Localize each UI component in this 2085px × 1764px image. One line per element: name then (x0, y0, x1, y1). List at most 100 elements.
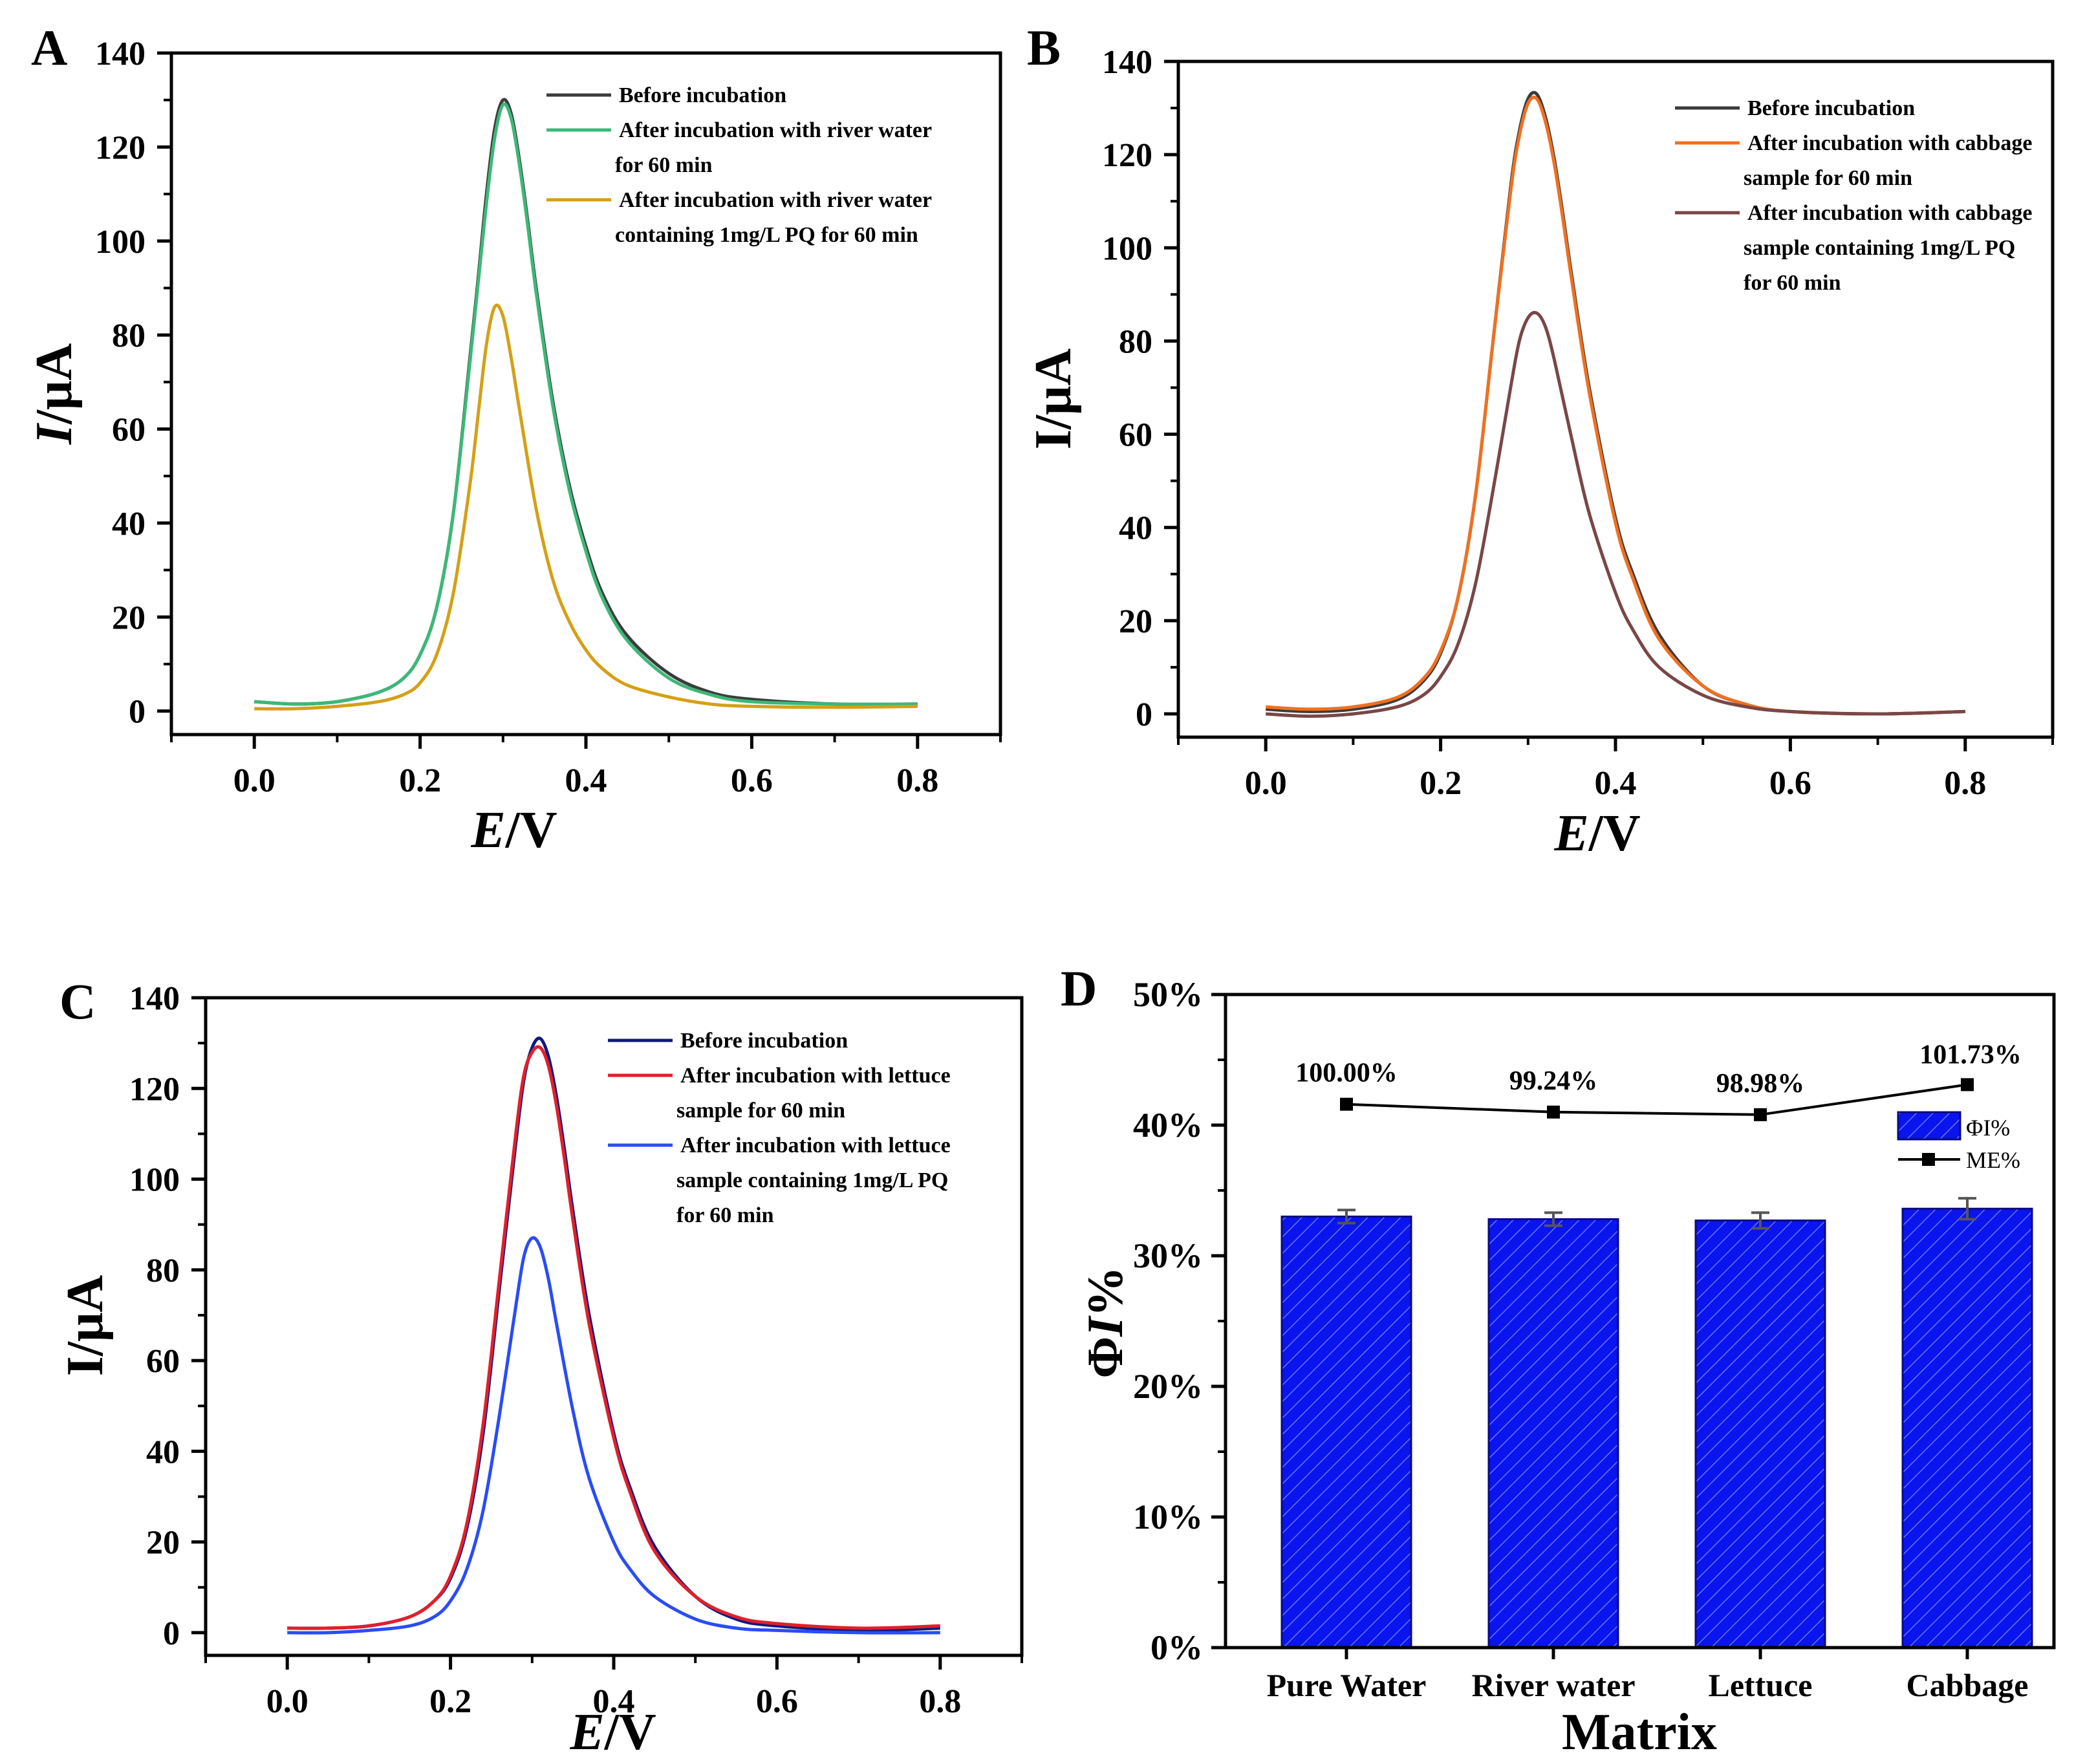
panel-a-series-3-line (254, 303, 918, 711)
panel-c-ytick-label: 100 (129, 1162, 180, 1199)
panel-c-ylabel-unit: I/μA (57, 1275, 114, 1377)
panel-c-legend-label: After incubation with lettuce (680, 1064, 951, 1088)
panel-c-ytick-label: 0 (163, 1615, 180, 1652)
panel-d-me-line (1346, 1083, 1968, 1116)
panel-c-ytick-label: 40 (146, 1434, 180, 1470)
panel-d-ytick-label: 40% (1133, 1106, 1203, 1145)
panel-d-xtick-label: River water (1471, 1667, 1635, 1703)
panel-b-ytick-label: 80 (1119, 323, 1152, 360)
panel-d-bar-chart: 100.00% 99.24% 98.98% 101.73% 0% 10% 20% 30% 40%… (1077, 975, 2056, 1761)
panel-c-ytick-label: 120 (129, 1071, 180, 1108)
panel-d-me-label: 100.00% (1295, 1059, 1398, 1088)
panel-b-ylabel-unit: I/μA (1025, 349, 1082, 450)
panel-c-ytick-label: 80 (146, 1253, 180, 1289)
panel-b-legend-label: for 60 min (1744, 271, 1841, 295)
panel-b-ytick-label: 0 (1136, 696, 1152, 733)
panel-d-xlabel: Matrix (1562, 1704, 1717, 1761)
panel-a-axes-frame (169, 51, 1002, 737)
panel-d-me-point (1547, 1105, 1560, 1119)
panel-letter-d: D (1061, 960, 1097, 1016)
panel-a-ylabel: I/μA (26, 343, 83, 446)
panel-b-legend-label: Before incubation (1747, 96, 1915, 120)
panel-a-ytick-label: 20 (112, 599, 146, 636)
panel-b-ytick-label: 120 (1102, 137, 1152, 174)
panel-d-legend-line-label: ME% (1966, 1147, 2020, 1173)
panel-c-ylabel: I/μA (57, 1275, 114, 1377)
panel-c-legend-label: After incubation with lettuce (680, 1134, 951, 1157)
panel-b-xtick-label: 0.8 (1944, 765, 1986, 802)
panel-d-ytick-label: 20% (1133, 1367, 1203, 1406)
panel-c-xtick-label: 0.2 (429, 1683, 471, 1720)
panel-b-ytick-label: 100 (1102, 230, 1152, 267)
panel-a-ytick-label: 80 (112, 317, 146, 354)
panel-d-me-label: 101.73% (1919, 1040, 2022, 1070)
panel-b-ytick-label: 20 (1119, 603, 1152, 640)
panel-c-xtick-label: 0.0 (266, 1683, 308, 1720)
panel-c-xtick-label: 0.4 (593, 1683, 635, 1720)
panel-c-legend-label: sample for 60 min (676, 1099, 845, 1123)
panel-d-me-label: 98.98% (1716, 1069, 1805, 1099)
panel-d-bar-4 (1901, 1207, 2033, 1649)
panel-a-series-2-line (254, 102, 918, 706)
panel-b-axes-frame (1176, 59, 2055, 739)
panel-c-voltammogram: 0.0 0.2 0.4 0.6 0.8 0 20 40 60 80 100 120 140 E/V I/μA… (57, 980, 1024, 1761)
panel-d-xtick-label: Cabbage (1907, 1667, 2029, 1703)
panel-c-axes-frame (204, 996, 1024, 1657)
panel-d-legend-line-marker (1922, 1153, 1935, 1166)
panel-b-series-2-line (1266, 95, 1965, 716)
panel-d-me-point (1961, 1078, 1974, 1092)
panel-letter-c: C (59, 973, 96, 1029)
panel-d-bar-1 (1280, 1215, 1412, 1649)
panel-d-ylabel-unit: % (1077, 1266, 1133, 1317)
panel-b-xlabel-symbol: E (1553, 805, 1588, 862)
panel-b-legend-label: sample for 60 min (1744, 166, 1912, 190)
panel-a-legend-label: for 60 min (615, 153, 713, 177)
panel-a-xtick-label: 0.6 (731, 762, 773, 799)
panel-a-xtick-label: 0.4 (565, 762, 607, 799)
panel-c-legend-label: for 60 min (676, 1203, 774, 1227)
panel-a-xtick-label: 0.0 (233, 762, 275, 799)
panel-a-xlabel-symbol: E (470, 802, 505, 859)
panel-c-ytick-label: 140 (129, 980, 180, 1017)
panel-a-ytick-label: 40 (112, 506, 146, 543)
panel-d-ylabel-greek: Φ (1077, 1337, 1133, 1379)
panel-b-legend-label: After incubation with cabbage (1747, 201, 2032, 225)
panel-b-xtick-label: 0.2 (1420, 765, 1462, 802)
panel-d-ytick-label: 0% (1151, 1628, 1203, 1667)
panel-b-legend-label: sample containing 1mg/L PQ (1744, 236, 2015, 260)
panel-b-xtick-label: 0.4 (1595, 765, 1637, 802)
panel-b-voltammogram: 0.0 0.2 0.4 0.6 0.8 0 20 40 60 80 100 120 140 E/V I/μA… (1025, 44, 2055, 862)
panel-d-me-point (1754, 1108, 1767, 1121)
panel-b-xlabel: E/V (1553, 805, 1640, 862)
panel-d-ytick-label: 50% (1133, 975, 1203, 1014)
panel-a-ytick-label: 60 (112, 412, 146, 449)
panel-b-xtick-label: 0.6 (1769, 765, 1811, 802)
panel-c-xlabel-symbol: E (569, 1704, 604, 1761)
panel-b-ytick-label: 140 (1102, 44, 1152, 81)
panel-c-ytick-label: 20 (146, 1525, 180, 1562)
panel-b-ylabel: I/μA (1025, 349, 1082, 450)
panel-c-xlabel: E/V (569, 1704, 656, 1761)
panel-a-ytick-label: 140 (95, 36, 146, 72)
panel-b-legend-label: After incubation with cabbage (1747, 131, 2032, 155)
panel-d-bar-3 (1694, 1219, 1826, 1649)
panel-a-legend-label: After incubation with river water (619, 188, 932, 212)
panel-d-legend-bar-label: ΦI% (1966, 1115, 2010, 1141)
panel-d-me-label: 99.24% (1509, 1066, 1598, 1096)
panel-letter-a: A (31, 19, 67, 76)
panel-a-xtick-label: 0.8 (896, 762, 938, 799)
panel-a-legend-label: containing 1mg/L PQ for 60 min (615, 223, 918, 247)
panel-b-ytick-label: 40 (1119, 510, 1152, 547)
panel-d-ylabel-symbol: I (1077, 1315, 1133, 1337)
panel-letter-b: B (1027, 19, 1061, 76)
panel-d-me-point (1340, 1097, 1353, 1111)
panel-c-legend-label: sample containing 1mg/L PQ (676, 1168, 948, 1192)
panel-c-series-3-line (287, 1236, 940, 1635)
panel-a-voltammogram: 0.0 0.2 0.4 0.6 0.8 0 20 40 60 80 100 120 140 E/V I/μA… (26, 36, 1002, 859)
panel-a-ytick-label: 100 (95, 224, 146, 261)
panel-b-ytick-label: 60 (1119, 417, 1152, 454)
panel-c-xtick-label: 0.8 (919, 1683, 961, 1720)
panel-a-xlabel-unit: /V (505, 802, 557, 859)
panel-a-xlabel: E/V (470, 802, 557, 859)
